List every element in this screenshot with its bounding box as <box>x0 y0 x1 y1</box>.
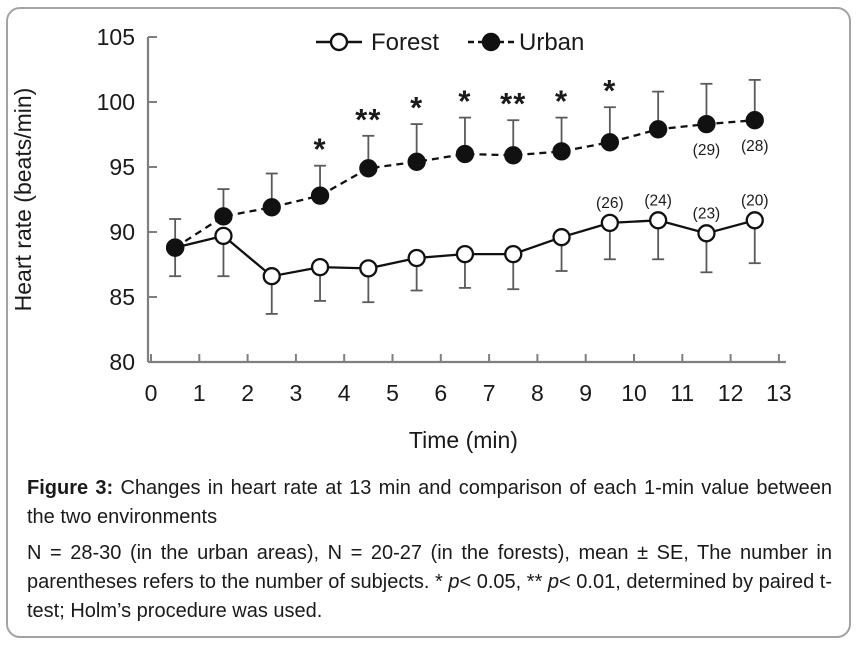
forest-marker <box>504 244 523 264</box>
x-tick-label: 7 <box>483 380 496 406</box>
significance-marker: * <box>555 84 568 119</box>
caption-note-part2: < 0.05, ** <box>459 571 548 593</box>
x-tick-label: 13 <box>766 380 792 406</box>
urban-marker <box>745 111 764 130</box>
forest-legend-marker-icon <box>329 32 349 52</box>
forest-n-label: (24) <box>644 192 672 209</box>
urban-marker <box>600 133 619 152</box>
urban-marker <box>165 238 185 257</box>
forest-legend-label: Forest <box>371 29 439 56</box>
x-tick-label: 2 <box>241 380 254 406</box>
forest-marker <box>697 224 716 243</box>
caption-note-part3: < 0.01, determined by paired t-test; Hol… <box>27 571 833 622</box>
forest-marker <box>407 248 426 268</box>
forest-marker <box>310 257 330 277</box>
forest-marker <box>600 213 619 233</box>
urban-n-label: (29) <box>693 142 721 159</box>
urban-marker <box>455 144 475 164</box>
significance-marker: * <box>410 90 423 125</box>
x-tick-label: 8 <box>531 380 544 406</box>
figure-caption: Figure 3: Changes in heart rate at 13 mi… <box>27 474 832 626</box>
urban-legend-label: Urban <box>519 29 584 56</box>
y-tick-label: 95 <box>109 154 135 180</box>
x-tick-label: 11 <box>670 380 694 406</box>
significance-marker: * <box>314 132 327 167</box>
forest-marker <box>214 226 233 246</box>
figure-label: Figure 3: <box>27 477 114 499</box>
x-tick-label: 6 <box>434 380 447 406</box>
urban-marker <box>262 198 281 217</box>
x-tick-label: 3 <box>290 380 303 406</box>
x-axis-title: Time (min) <box>409 427 518 453</box>
x-tick-label: 12 <box>718 380 744 406</box>
forest-marker <box>552 228 571 247</box>
significance-marker: * <box>603 73 616 108</box>
significance-marker: ** <box>500 86 526 121</box>
urban-marker <box>649 120 668 139</box>
urban-marker <box>552 142 571 161</box>
chart-area: 80 85 90 95 100 105 Heart rate (beats/min) 0 1 2 3… <box>10 24 792 453</box>
y-tick-label: 105 <box>97 24 135 50</box>
urban-marker <box>310 186 330 205</box>
significance-marker: * <box>458 84 471 119</box>
x-tick-label: 9 <box>579 380 592 406</box>
urban-marker <box>504 146 523 165</box>
forest-marker <box>649 211 668 230</box>
urban-marker <box>359 159 378 178</box>
forest-n-label: (20) <box>741 192 769 209</box>
urban-marker <box>697 114 716 134</box>
forest-marker <box>455 244 475 264</box>
y-tick-label: 90 <box>109 219 135 245</box>
legend: Forest Urban <box>316 29 584 56</box>
urban-series: *** * * ** * *(29) (28) <box>165 73 769 257</box>
significance-marker: ** <box>355 102 381 137</box>
forest-marker <box>262 267 281 286</box>
x-tick-label: 10 <box>621 380 647 406</box>
urban-legend-marker-icon <box>481 32 501 52</box>
y-axis-title: Heart rate (beats/min) <box>10 88 36 312</box>
forest-marker <box>745 211 764 230</box>
urban-marker <box>214 207 233 226</box>
urban-n-label: (28) <box>741 138 769 155</box>
forest-n-label: (26) <box>596 195 624 212</box>
caption-note: N = 28-30 (in the urban areas), N = 20-2… <box>27 539 832 626</box>
p-value-symbol: p <box>547 571 560 593</box>
y-tick-label: 80 <box>109 349 135 375</box>
x-tick-label: 0 <box>145 380 158 406</box>
urban-marker <box>407 152 426 171</box>
y-tick-label: 100 <box>97 89 135 115</box>
forest-series: (26) (24) (23) (20) <box>165 192 769 315</box>
x-tick-label: 1 <box>193 380 206 406</box>
y-tick-label: 85 <box>109 284 135 310</box>
y-axis: 80 85 90 95 100 105 Heart rate (beats/min) <box>10 24 157 375</box>
x-tick-label: 5 <box>386 380 399 406</box>
caption-title-text: Changes in heart rate at 13 min and comp… <box>27 477 833 528</box>
caption-note-part1: N = 28-30 (in the urban areas), N = 20-2… <box>27 542 832 593</box>
forest-n-label: (23) <box>693 205 721 222</box>
p-value-symbol: p <box>448 571 460 593</box>
caption-title: Figure 3: Changes in heart rate at 13 mi… <box>27 474 832 532</box>
x-tick-label: 4 <box>338 380 351 406</box>
forest-marker <box>359 259 378 278</box>
